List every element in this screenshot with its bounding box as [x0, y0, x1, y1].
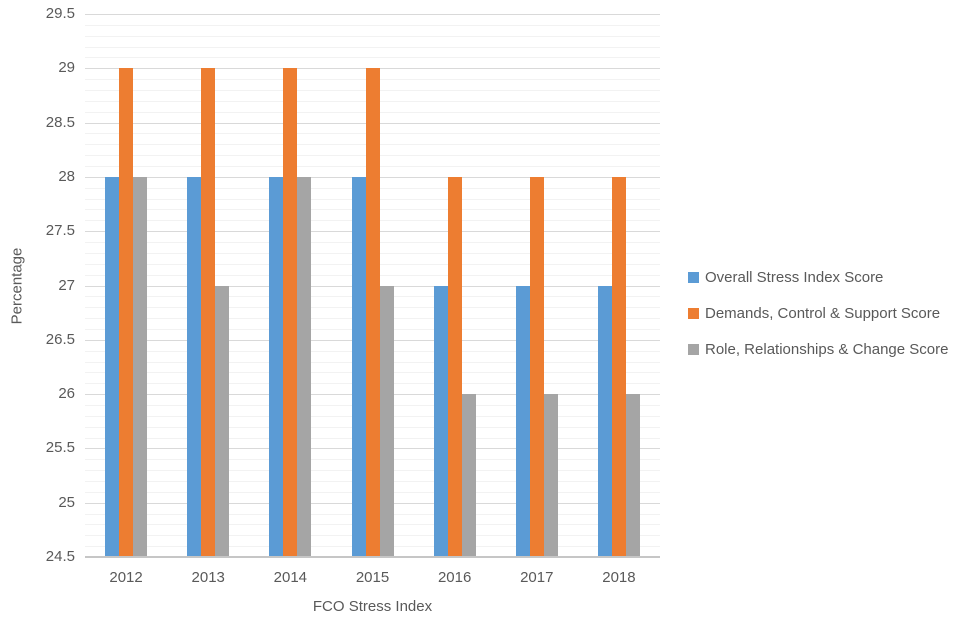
major-gridline — [85, 14, 660, 15]
bar-series1-2016[interactable] — [433, 285, 448, 556]
x-tick-label: 2014 — [273, 569, 308, 586]
bar-series2-2013[interactable] — [201, 68, 216, 556]
bar-series3-2013[interactable] — [215, 285, 230, 556]
bar-series3-2014[interactable] — [297, 176, 312, 556]
bar-series2-2014[interactable] — [283, 68, 298, 556]
legend-item-series1[interactable]: Overall Stress Index Score — [688, 268, 948, 287]
y-tick-label: 25.5 — [45, 439, 75, 457]
y-tick-label: 26 — [58, 385, 75, 403]
x-axis-title: FCO Stress Index — [312, 598, 433, 615]
bar-series1-2013[interactable] — [187, 176, 202, 556]
x-tick-label: 2013 — [191, 569, 225, 586]
bar-series3-2012[interactable] — [133, 176, 148, 556]
x-tick-label: 2016 — [437, 569, 472, 586]
legend-item-series3[interactable]: Role, Relationships & Change Score — [688, 340, 948, 359]
bar-series3-2016[interactable] — [461, 394, 476, 556]
bar-series1-2018[interactable] — [597, 285, 612, 556]
legend-label: Role, Relationships & Change Score — [705, 341, 949, 358]
legend: Overall Stress Index Score Demands, Contr… — [688, 268, 948, 376]
y-tick-label: 24.5 — [45, 548, 75, 565]
bar-series1-2015[interactable] — [351, 176, 366, 556]
legend-label: Overall Stress Index Score — [705, 269, 884, 286]
y-tick-label: 27.5 — [45, 222, 75, 240]
y-tick-label: 26.5 — [45, 330, 75, 348]
x-tick-label: 2012 — [109, 569, 143, 586]
y-tick-label: 27 — [58, 276, 75, 294]
bar-series2-2015[interactable] — [365, 68, 380, 556]
x-axis-line — [85, 556, 660, 558]
bar-series2-2016[interactable] — [447, 176, 462, 556]
minor-gridline — [85, 35, 660, 37]
legend-label: Demands, Control & Support Score — [705, 305, 941, 322]
bar-series3-2018[interactable] — [625, 394, 640, 556]
legend-item-series2[interactable]: Demands, Control & Support Score — [688, 304, 948, 323]
y-tick-label: 28.5 — [45, 113, 75, 131]
bar-series1-2014[interactable] — [269, 176, 284, 556]
bar-series1-2017[interactable] — [515, 285, 530, 556]
legend-swatch-icon — [688, 272, 699, 283]
x-tick-label: 2017 — [520, 569, 554, 586]
x-tick-label: 2018 — [602, 569, 636, 586]
plot-area — [85, 14, 660, 558]
bar-series3-2017[interactable] — [543, 394, 558, 556]
minor-gridline — [85, 24, 660, 26]
legend-swatch-icon — [688, 344, 699, 355]
bar-series3-2015[interactable] — [379, 285, 394, 556]
minor-gridline — [85, 46, 660, 48]
bar-series2-2012[interactable] — [119, 68, 134, 556]
bar-series2-2018[interactable] — [611, 176, 626, 556]
y-tick-label: 29.5 — [45, 5, 75, 22]
bar-series1-2012[interactable] — [105, 176, 120, 556]
y-tick-label: 29 — [58, 59, 75, 77]
y-tick-label: 25 — [58, 493, 75, 511]
x-tick-label: 2015 — [355, 569, 390, 586]
legend-swatch-icon — [688, 308, 699, 319]
minor-gridline — [85, 57, 660, 59]
bar-series2-2017[interactable] — [529, 176, 544, 556]
y-tick-label: 28 — [58, 167, 75, 185]
